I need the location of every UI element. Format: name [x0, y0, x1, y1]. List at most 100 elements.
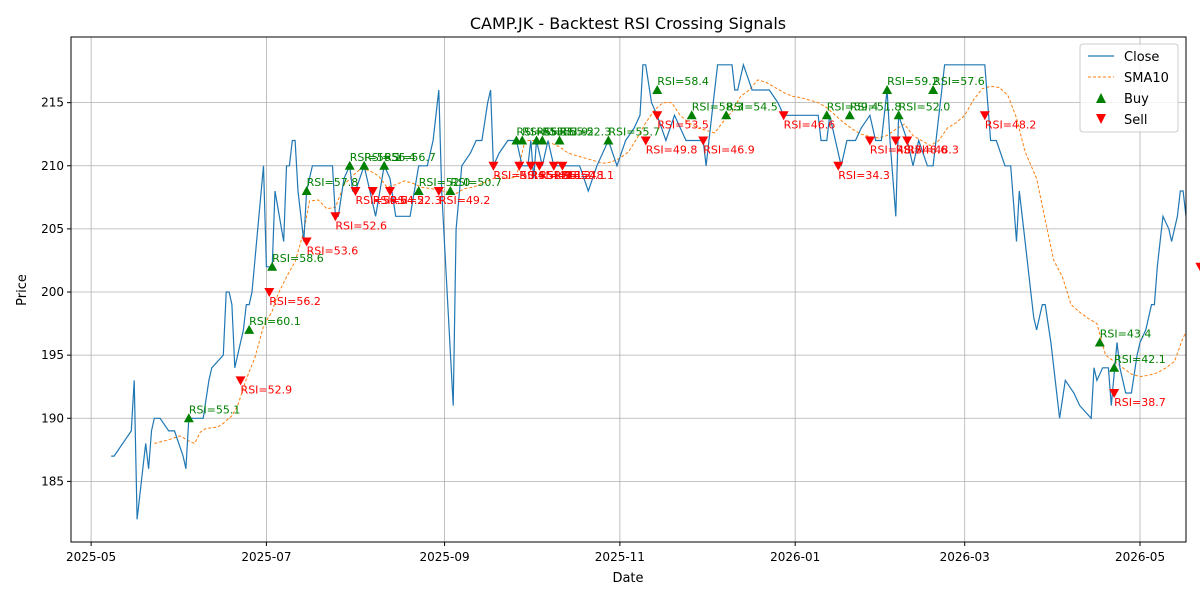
y-tick-label: 190 — [41, 411, 64, 425]
sell-label: RSI=49.2 — [439, 194, 491, 207]
sell-label: RSI=56.2 — [269, 295, 321, 308]
buy-marker — [379, 160, 390, 170]
sell-marker — [557, 161, 568, 171]
sell-label: RSI=50.6 — [355, 194, 407, 207]
buy-marker — [686, 110, 697, 120]
sell-marker — [488, 161, 499, 171]
x-tick-label: 2025-09 — [420, 550, 470, 564]
sell-marker — [864, 136, 875, 146]
sell-marker — [235, 376, 246, 386]
buy-marker — [1094, 337, 1105, 347]
legend-sell-label: Sell — [1124, 113, 1147, 128]
close-line — [111, 62, 1186, 520]
sell-marker — [301, 237, 312, 247]
sell-label: RSI=46.9 — [703, 144, 755, 157]
sell-label: RSI=49.1 — [531, 169, 583, 182]
buy-label: RSI=52.0 — [419, 176, 471, 189]
buy-label: RSI=58.6 — [272, 252, 324, 265]
sma10-line — [154, 79, 1186, 445]
buy-marker — [359, 160, 370, 170]
buy-label: RSI=59.2 — [887, 75, 939, 88]
buy-label: RSI=58.3 — [692, 100, 744, 113]
buy-marker — [652, 85, 663, 95]
sell-label: RSI=53.6 — [307, 245, 359, 258]
sell-label: RSI=54.2 — [373, 194, 425, 207]
x-tick-label: 2026-01 — [770, 550, 820, 564]
sell-marker — [652, 111, 663, 121]
sell-label: RSI=52.6 — [335, 219, 387, 232]
buy-marker — [821, 110, 832, 120]
buy-marker — [301, 186, 312, 196]
buy-marker — [893, 110, 904, 120]
y-tick-label: 205 — [41, 222, 64, 236]
sell-marker — [384, 187, 395, 197]
buy-marker — [517, 135, 528, 145]
buy-marker — [537, 135, 548, 145]
sell-label: RSI=48.2 — [539, 169, 591, 182]
sell-marker — [890, 136, 901, 146]
sell-label: RSI=53.5 — [657, 118, 709, 131]
y-tick-label: 185 — [41, 474, 64, 488]
buy-label: RSI=53.1 — [522, 126, 574, 139]
sell-marker — [778, 111, 789, 121]
buy-label: RSI=55.7 — [608, 126, 660, 139]
buy-label: RSI=56.7 — [384, 151, 436, 164]
buy-label: RSI=58.4 — [657, 75, 709, 88]
sell-label: RSI=50.4 — [493, 169, 545, 182]
buy-marker — [554, 135, 565, 145]
buy-label: RSI=42.1 — [1114, 353, 1166, 366]
sell-marker — [979, 111, 990, 121]
buy-marker — [183, 413, 194, 423]
sell-label: RSI=48.3 — [907, 144, 959, 157]
legend-box — [1079, 43, 1179, 133]
sell-label: RSI=38.7 — [1114, 396, 1166, 409]
plot-frame — [70, 36, 1187, 543]
sell-marker — [1109, 389, 1120, 399]
sell-label: RSI=50.1 — [554, 169, 606, 182]
buy-marker — [603, 135, 614, 145]
buy-marker — [267, 261, 278, 271]
sell-marker — [698, 136, 709, 146]
y-tick-label: 200 — [41, 285, 64, 299]
sell-marker — [833, 161, 844, 171]
x-tick-label: 2025-11 — [595, 550, 645, 564]
buy-marker — [721, 110, 732, 120]
sell-marker — [264, 288, 275, 298]
x-tick-label: 2026-05 — [1115, 550, 1165, 564]
grid — [71, 37, 1186, 542]
buy-marker — [882, 85, 893, 95]
legend-close-label: Close — [1124, 50, 1159, 65]
buy-marker — [344, 160, 355, 170]
sell-label: RSI=48.1 — [562, 169, 614, 182]
legend-buy-marker — [1096, 93, 1106, 103]
buy-label: RSI=56.1 — [350, 151, 402, 164]
sell-label: RSI=48.7 — [870, 144, 922, 157]
buy-label: RSI=53.9 — [537, 126, 589, 139]
y-axis-title: Price — [15, 274, 30, 306]
legend-buy-label: Buy — [1124, 92, 1149, 107]
buy-label: RSI=59.4 — [827, 100, 879, 113]
buy-marker — [928, 85, 939, 95]
buy-label: RSI=55.1 — [189, 403, 241, 416]
buy-marker — [844, 110, 855, 120]
chart-title: CAMP.JK - Backtest RSI Crossing Signals — [470, 14, 786, 33]
sell-marker — [367, 187, 378, 197]
y-tick-label: 195 — [41, 348, 64, 362]
buy-marker — [445, 186, 456, 196]
buy-label: RSI=54.5 — [726, 100, 778, 113]
buy-label: RSI=55.1 — [516, 126, 568, 139]
signal-markers: RSI=55.1 RSI=60.1 RSI=58.6 RSI=57.8 RSI=56.1… — [183, 75, 1200, 423]
sell-marker — [514, 161, 525, 171]
sell-label: RSI=49.8 — [646, 144, 698, 157]
sell-label: RSI=51.9 — [519, 169, 571, 182]
sell-marker — [534, 161, 545, 171]
sell-marker — [330, 212, 341, 222]
buy-label: RSI=43.4 — [1100, 328, 1152, 341]
y-tick-label: 210 — [41, 159, 64, 173]
sell-label: RSI=48.2 — [985, 118, 1037, 131]
buy-label: RSI=57.6 — [933, 75, 985, 88]
x-axis-title: Date — [612, 571, 643, 586]
legend: Close SMA10 Buy Sell — [1079, 43, 1179, 133]
sell-label: RSI=46.6 — [784, 118, 836, 131]
buy-label: RSI=50.7 — [450, 176, 502, 189]
